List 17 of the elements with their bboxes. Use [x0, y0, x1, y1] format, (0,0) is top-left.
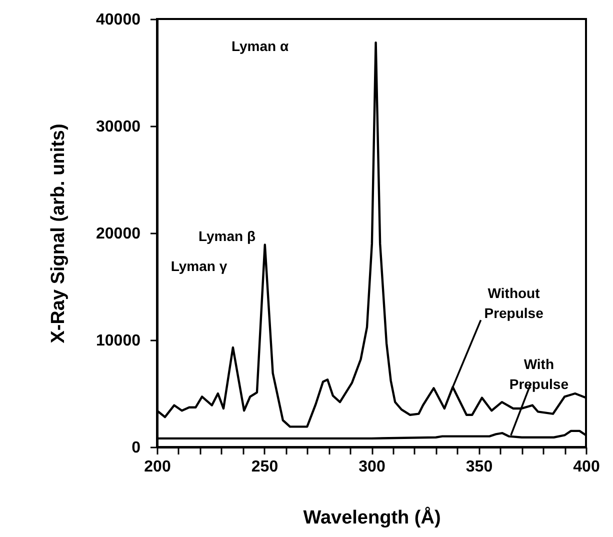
x-tick-label: 400 — [573, 458, 600, 476]
y-tick-label: 10000 — [96, 332, 141, 350]
x-tick-label: 200 — [144, 458, 171, 476]
y-axis-title: X-Ray Signal (arb. units) — [48, 124, 70, 344]
x-tick-label: 300 — [358, 458, 386, 476]
annotation: Without Prepulse — [484, 285, 544, 322]
y-tick-label: 30000 — [96, 118, 141, 136]
x-tick-label: 250 — [251, 458, 278, 476]
y-tick-label: 20000 — [96, 226, 141, 242]
y-tick-label: 0 — [132, 440, 141, 456]
annotation: Lyman α — [231, 38, 289, 54]
annotation: With Prepulse — [509, 356, 569, 392]
y-tick-label: 40000 — [96, 12, 141, 28]
annotation: Lyman β — [198, 228, 256, 244]
annotation: Lyman γ — [170, 258, 228, 274]
x-tick-label: 350 — [466, 458, 493, 476]
x-axis-title: Wavelength (Å) — [303, 506, 441, 528]
